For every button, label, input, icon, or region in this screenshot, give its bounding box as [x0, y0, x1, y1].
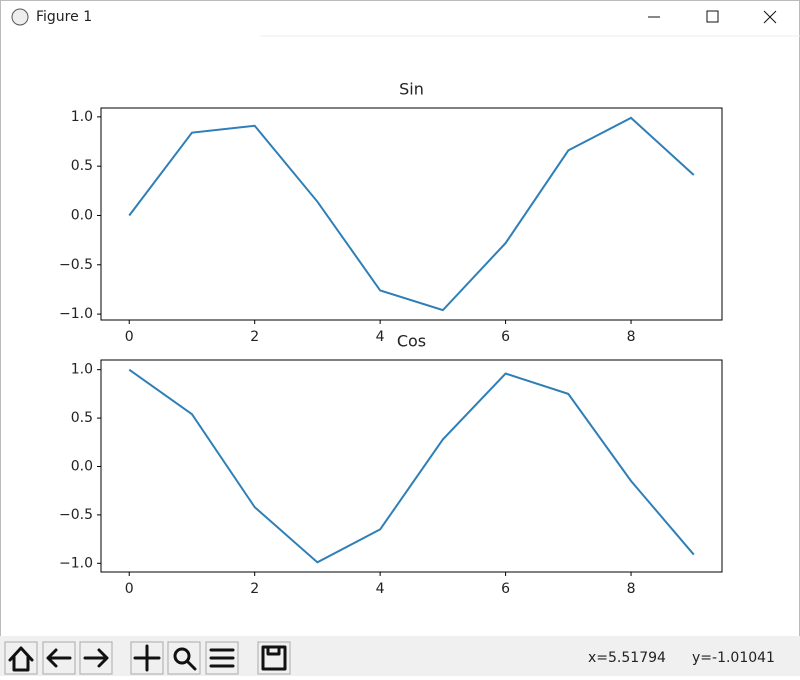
back-button[interactable]: [42, 641, 76, 675]
save-button[interactable]: [257, 641, 291, 675]
x-tick-label: 8: [627, 581, 636, 597]
status-y: y=-1.01041: [692, 650, 775, 666]
y-tick-label: 0.5: [71, 158, 93, 174]
y-tick-label: 1.0: [71, 109, 93, 125]
x-tick-label: 6: [501, 581, 510, 597]
axes-frame: [100, 107, 723, 321]
app-icon: [11, 8, 29, 26]
axes-frame: [100, 359, 723, 573]
forward-button[interactable]: [79, 641, 113, 675]
maximize-button[interactable]: [706, 10, 719, 23]
y-tick-label: −0.5: [59, 257, 93, 273]
y-tick-label: 0.5: [71, 410, 93, 426]
status-x: x=5.51794: [588, 650, 666, 666]
chart-title: Sin: [399, 80, 424, 99]
y-tick-label: 0.0: [71, 207, 93, 223]
close-button[interactable]: [763, 10, 777, 24]
line: [128, 116, 695, 312]
x-tick-label: 2: [250, 329, 259, 345]
y-tick-label: 1.0: [71, 362, 93, 378]
y-tick-label: 0.0: [71, 458, 93, 474]
y-tick-label: −0.5: [59, 507, 93, 523]
x-tick-label: 4: [376, 329, 385, 345]
x-tick-label: 6: [501, 329, 510, 345]
configure-button[interactable]: [205, 641, 239, 675]
y-tick-label: −1.0: [59, 306, 93, 322]
zoom-button[interactable]: [167, 641, 201, 675]
chart-title: Cos: [397, 332, 426, 351]
x-tick-label: 2: [250, 581, 259, 597]
x-tick-label: 0: [125, 581, 134, 597]
window-title: Figure 1: [36, 9, 92, 25]
toolbar: [0, 636, 800, 676]
home-button[interactable]: [4, 641, 38, 675]
y-tick-label: −1.0: [59, 555, 93, 571]
x-tick-label: 8: [627, 329, 636, 345]
pan-button[interactable]: [130, 641, 164, 675]
x-tick-label: 4: [376, 581, 385, 597]
x-tick-label: 0: [125, 329, 134, 345]
line: [128, 368, 695, 564]
